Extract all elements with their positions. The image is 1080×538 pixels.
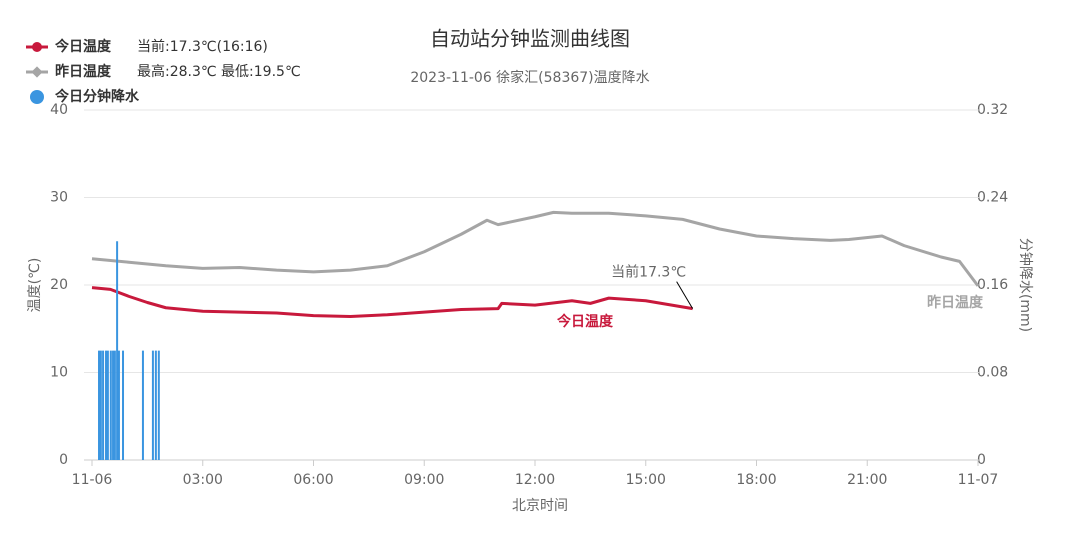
bar [105, 350, 108, 460]
x-tick-label: 06:00 [293, 472, 333, 488]
x-tick-label: 21:00 [847, 472, 887, 488]
bar [157, 350, 160, 460]
bar [102, 350, 105, 460]
y2-axis-label: 分钟降水(mm) [1017, 238, 1034, 332]
legend-marker [30, 90, 44, 104]
bar [109, 350, 112, 460]
bar [99, 350, 102, 460]
y2-tick-label: 0.08 [977, 365, 1008, 381]
legend-marker [32, 42, 42, 52]
y-tick-label: 30 [50, 190, 68, 206]
y-tick-label: 0 [59, 452, 68, 468]
chart-subtitle: 2023-11-06 徐家汇(58367)温度降水 [410, 69, 649, 86]
x-tick-label: 18:00 [736, 472, 776, 488]
y-tick-label: 40 [50, 102, 68, 118]
annotation-leader [676, 281, 694, 309]
legend-label: 今日分钟降水 [54, 88, 140, 105]
bar [106, 350, 109, 460]
legend-label: 昨日温度 [55, 63, 112, 80]
bar [116, 241, 119, 460]
x-tick-label: 11-06 [72, 472, 113, 488]
x-tick-label: 03:00 [183, 472, 223, 488]
x-tick-label: 09:00 [404, 472, 444, 488]
bar [112, 350, 115, 460]
y2-tick-label: 0.32 [977, 102, 1008, 118]
legend-note: 最高:28.3℃ 最低:19.5℃ [137, 63, 301, 80]
chart-title: 自动站分钟监测曲线图 [430, 27, 630, 51]
bar [154, 350, 157, 460]
bar [113, 350, 116, 460]
x-tick-label: 11-07 [958, 472, 999, 488]
y2-tick-label: 0.16 [977, 277, 1008, 293]
bar [117, 350, 120, 460]
y-tick-label: 10 [50, 365, 68, 381]
legend-note: 当前:17.3℃(16:16) [137, 38, 268, 55]
annotation: 当前17.3℃ [611, 264, 686, 281]
y-tick-label: 20 [50, 277, 68, 293]
bar [141, 350, 144, 460]
bar [151, 350, 154, 460]
y-axis-label: 温度(℃) [27, 258, 43, 313]
legend-marker [31, 66, 43, 78]
x-tick-label: 12:00 [515, 472, 555, 488]
x-tick-label: 15:00 [626, 472, 666, 488]
series-end-label: 今日温度 [556, 313, 614, 330]
bar [122, 350, 125, 460]
bar [98, 350, 101, 460]
line [91, 286, 693, 318]
y2-tick-label: 0 [977, 452, 986, 468]
series-end-label: 昨日温度 [927, 294, 984, 311]
line [91, 210, 980, 287]
y2-tick-label: 0.24 [977, 190, 1008, 206]
x-axis-label: 北京时间 [512, 498, 568, 514]
legend-label: 今日温度 [54, 38, 112, 55]
